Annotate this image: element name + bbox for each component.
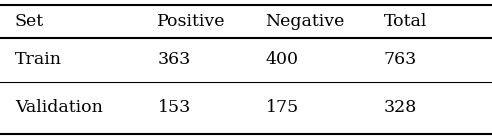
- Text: 400: 400: [266, 52, 299, 68]
- Text: Train: Train: [15, 52, 62, 68]
- Text: Positive: Positive: [157, 13, 226, 31]
- Text: 363: 363: [157, 52, 191, 68]
- Text: 153: 153: [157, 100, 191, 116]
- Text: Total: Total: [384, 13, 427, 31]
- Text: Validation: Validation: [15, 100, 103, 116]
- Text: 763: 763: [384, 52, 417, 68]
- Text: Negative: Negative: [266, 13, 345, 31]
- Text: Set: Set: [15, 13, 44, 31]
- Text: 328: 328: [384, 100, 417, 116]
- Text: 175: 175: [266, 100, 299, 116]
